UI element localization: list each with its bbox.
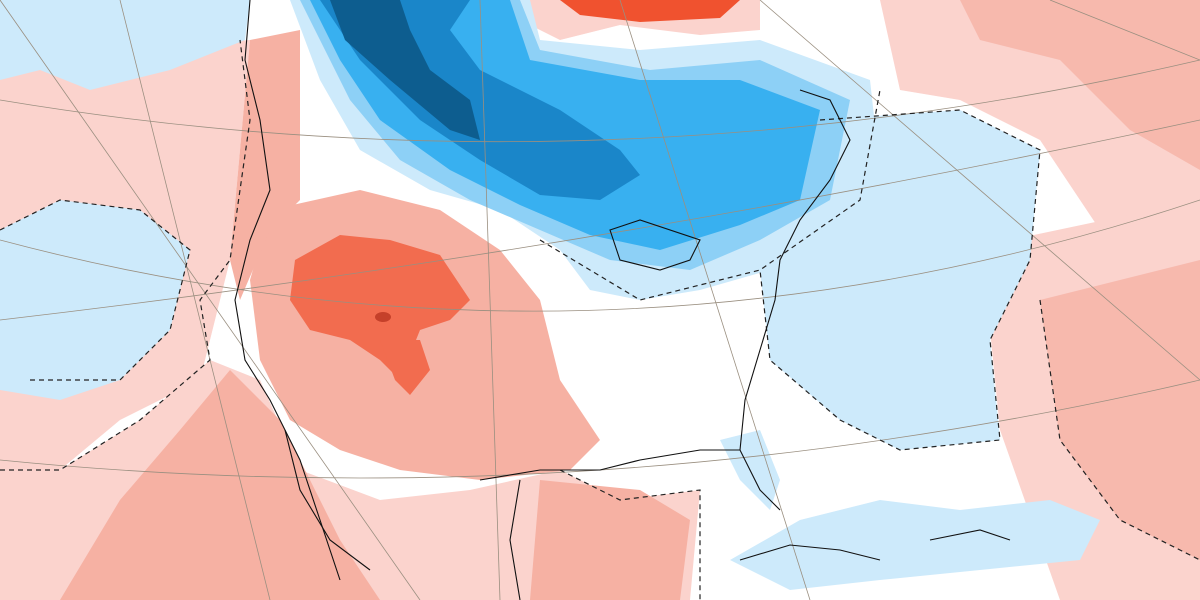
coastline xyxy=(509,479,521,600)
zero-contour xyxy=(0,199,191,381)
graticule xyxy=(0,59,1200,143)
warm-anomaly-light xyxy=(960,0,1200,170)
coastline xyxy=(479,449,781,511)
graticule xyxy=(0,0,421,600)
coastline xyxy=(234,0,341,581)
warm-anomaly-core xyxy=(375,312,391,322)
warm-anomaly-light xyxy=(530,480,690,600)
cool-anomaly-pale xyxy=(0,200,190,400)
coastline xyxy=(739,89,851,451)
cool-anomaly-core xyxy=(330,0,480,140)
warm-anomaly-strong xyxy=(380,340,430,395)
graticule xyxy=(0,199,1200,312)
graticule xyxy=(759,0,1200,381)
graticule xyxy=(619,0,811,600)
cool-anomaly-pale xyxy=(730,500,1100,590)
warm-anomaly-strong xyxy=(560,0,740,22)
warm-anomaly-strong xyxy=(290,235,470,380)
zero-contour xyxy=(0,39,251,471)
warm-anomaly-light xyxy=(60,370,380,600)
coastline xyxy=(739,544,881,561)
warm-anomaly-light xyxy=(230,30,300,300)
graticule xyxy=(119,0,271,600)
coastline xyxy=(284,429,371,571)
zero-contour xyxy=(759,109,1041,451)
zero-contour xyxy=(1039,299,1200,561)
zero-contour xyxy=(559,469,701,600)
coastline xyxy=(929,529,1011,541)
great-lakes xyxy=(609,219,701,271)
cool-anomaly-pale xyxy=(0,0,250,90)
zero-contour xyxy=(539,89,881,301)
graticule xyxy=(479,0,501,600)
warm-anomaly-light xyxy=(1040,260,1200,560)
graticule xyxy=(1049,0,1200,61)
graticule xyxy=(0,119,1200,321)
